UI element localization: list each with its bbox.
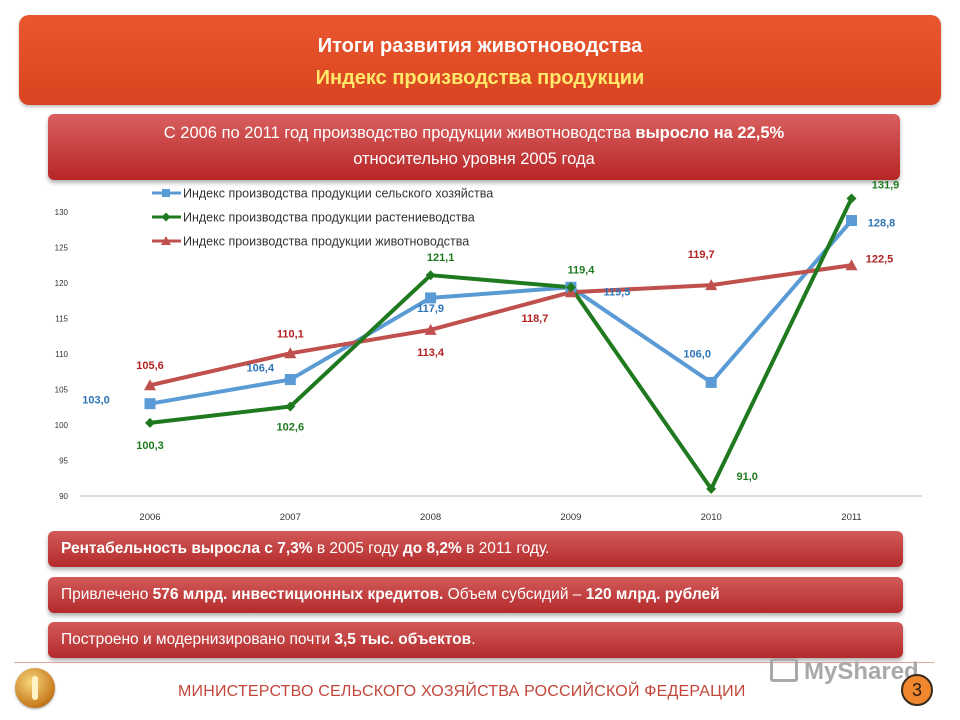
banner-line-1: С 2006 по 2011 год производство продукци… [48,124,900,143]
line-chart: 90 95 100 105 110 115 120 125 130 2006 2007 2008 200… [55,180,922,523]
y-tick-label: 125 [55,244,69,253]
bar-text: Объем субсидий – [443,586,586,603]
chart-axes: 90 95 100 105 110 115 120 125 130 2006 2007 2008 200… [55,208,922,523]
info-bar-objects: Построено и модернизировано почти 3,5 ты… [48,622,903,658]
legend-label: Индекс производства продукции животновод… [183,235,469,249]
y-tick-label: 110 [55,350,68,359]
title-header: Итоги развития животноводства Индекс про… [19,15,941,105]
data-label: 119,5 [603,286,630,298]
bar-bold: до 8,2% [402,540,462,557]
bar-bold: Рентабельность выросла с 7,3% [61,540,313,557]
data-point-marker [846,193,857,204]
legend-marker [161,212,171,222]
x-tick-label: 2008 [420,512,441,523]
data-label: 106,4 [247,363,275,375]
data-label: 121,1 [427,252,455,264]
footer-divider [14,662,934,663]
data-label: 117,9 [417,303,444,315]
series-line [149,197,854,491]
data-point-marker [705,376,717,388]
info-bar-investments: Привлечено 576 млрд. инвестиционных кред… [48,577,903,613]
presentation-icon [770,658,798,682]
y-tick-label: 115 [55,315,68,324]
y-tick-label: 120 [55,279,69,288]
data-point-marker [284,347,297,359]
info-bar-profitability: Рентабельность выросла с 7,3% в 2005 год… [48,531,903,567]
data-point-marker [425,270,436,281]
x-tick-label: 2006 [139,512,160,523]
data-point-marker [284,374,296,386]
data-label: 91,0 [736,471,757,483]
page-number: 3 [901,674,933,706]
data-label: 131,9 [872,180,900,192]
x-tick-label: 2009 [560,512,581,523]
bar-bold: 576 млрд. инвестиционных кредитов. [152,586,444,603]
banner-line-2: относительно уровня 2005 года [353,150,595,168]
y-tick-label: 105 [55,386,69,395]
series-line [149,219,854,406]
watermark-text: MyShared [804,658,919,685]
data-label: 105,6 [136,360,164,372]
data-point-marker [706,483,717,494]
bar-text: в 2011 году. [461,540,550,557]
summary-banner: С 2006 по 2011 год производство продукци… [48,114,900,180]
legend-marker [161,236,171,245]
data-label: 110,1 [277,328,304,340]
data-label: 100,3 [136,440,164,452]
data-label: 118,7 [521,313,548,325]
data-point-marker [845,259,858,271]
bar-text: . [471,631,476,648]
data-label: 106,0 [683,348,711,360]
legend-label: Индекс производства продукции сельского … [183,187,493,201]
bar-text: Привлечено [61,586,153,603]
chart-series: 103,0 106,4 117,9 119,5 106,0 128,8 105,6 110,1… [82,180,899,494]
data-point-marker [846,215,857,227]
data-point-marker [144,398,156,410]
bar-bold: 120 млрд. рублей [585,586,720,603]
ministry-logo-icon [15,668,55,708]
data-label: 119,4 [567,264,595,276]
legend-marker [162,189,170,197]
data-label: 102,6 [277,422,305,434]
y-tick-label: 90 [59,492,68,501]
page-subtitle: Индекс производства продукции [315,67,645,89]
data-point-marker [705,279,718,291]
page-title: Итоги развития животноводства [317,35,643,57]
watermark: MyShared [770,658,919,686]
chart-legend: Индекс производства продукции сельского … [152,187,493,249]
data-point-marker [144,379,156,391]
bar-text: в 2005 году [312,540,403,557]
data-point-marker [425,292,437,304]
series-line [149,263,852,388]
legend-label: Индекс производства продукции растениево… [183,211,475,225]
x-tick-label: 2011 [841,512,861,523]
banner-highlight: выросло на 22,5% [635,124,785,142]
data-label: 128,8 [868,218,896,230]
data-label: 103,0 [82,395,110,407]
data-point-marker [565,282,576,293]
data-label: 122,5 [866,253,894,265]
data-point-marker [285,401,296,412]
data-point-marker [145,417,155,428]
data-label: 113,4 [417,347,445,359]
y-tick-label: 100 [55,421,69,430]
bar-text: Построено и модернизировано почти [61,631,335,648]
y-tick-label: 95 [59,457,68,466]
bar-bold: 3,5 тыс. объектов [334,631,472,648]
ministry-name: МИНИСТЕРСТВО СЕЛЬСКОГО ХОЗЯЙСТВА РОССИЙС… [178,683,746,700]
x-tick-label: 2010 [701,512,722,523]
x-tick-label: 2007 [280,512,301,523]
banner-text: С 2006 по 2011 год производство продукци… [163,124,636,142]
data-label: 119,7 [688,249,715,261]
data-point-marker [424,323,437,335]
y-tick-label: 130 [55,208,69,217]
